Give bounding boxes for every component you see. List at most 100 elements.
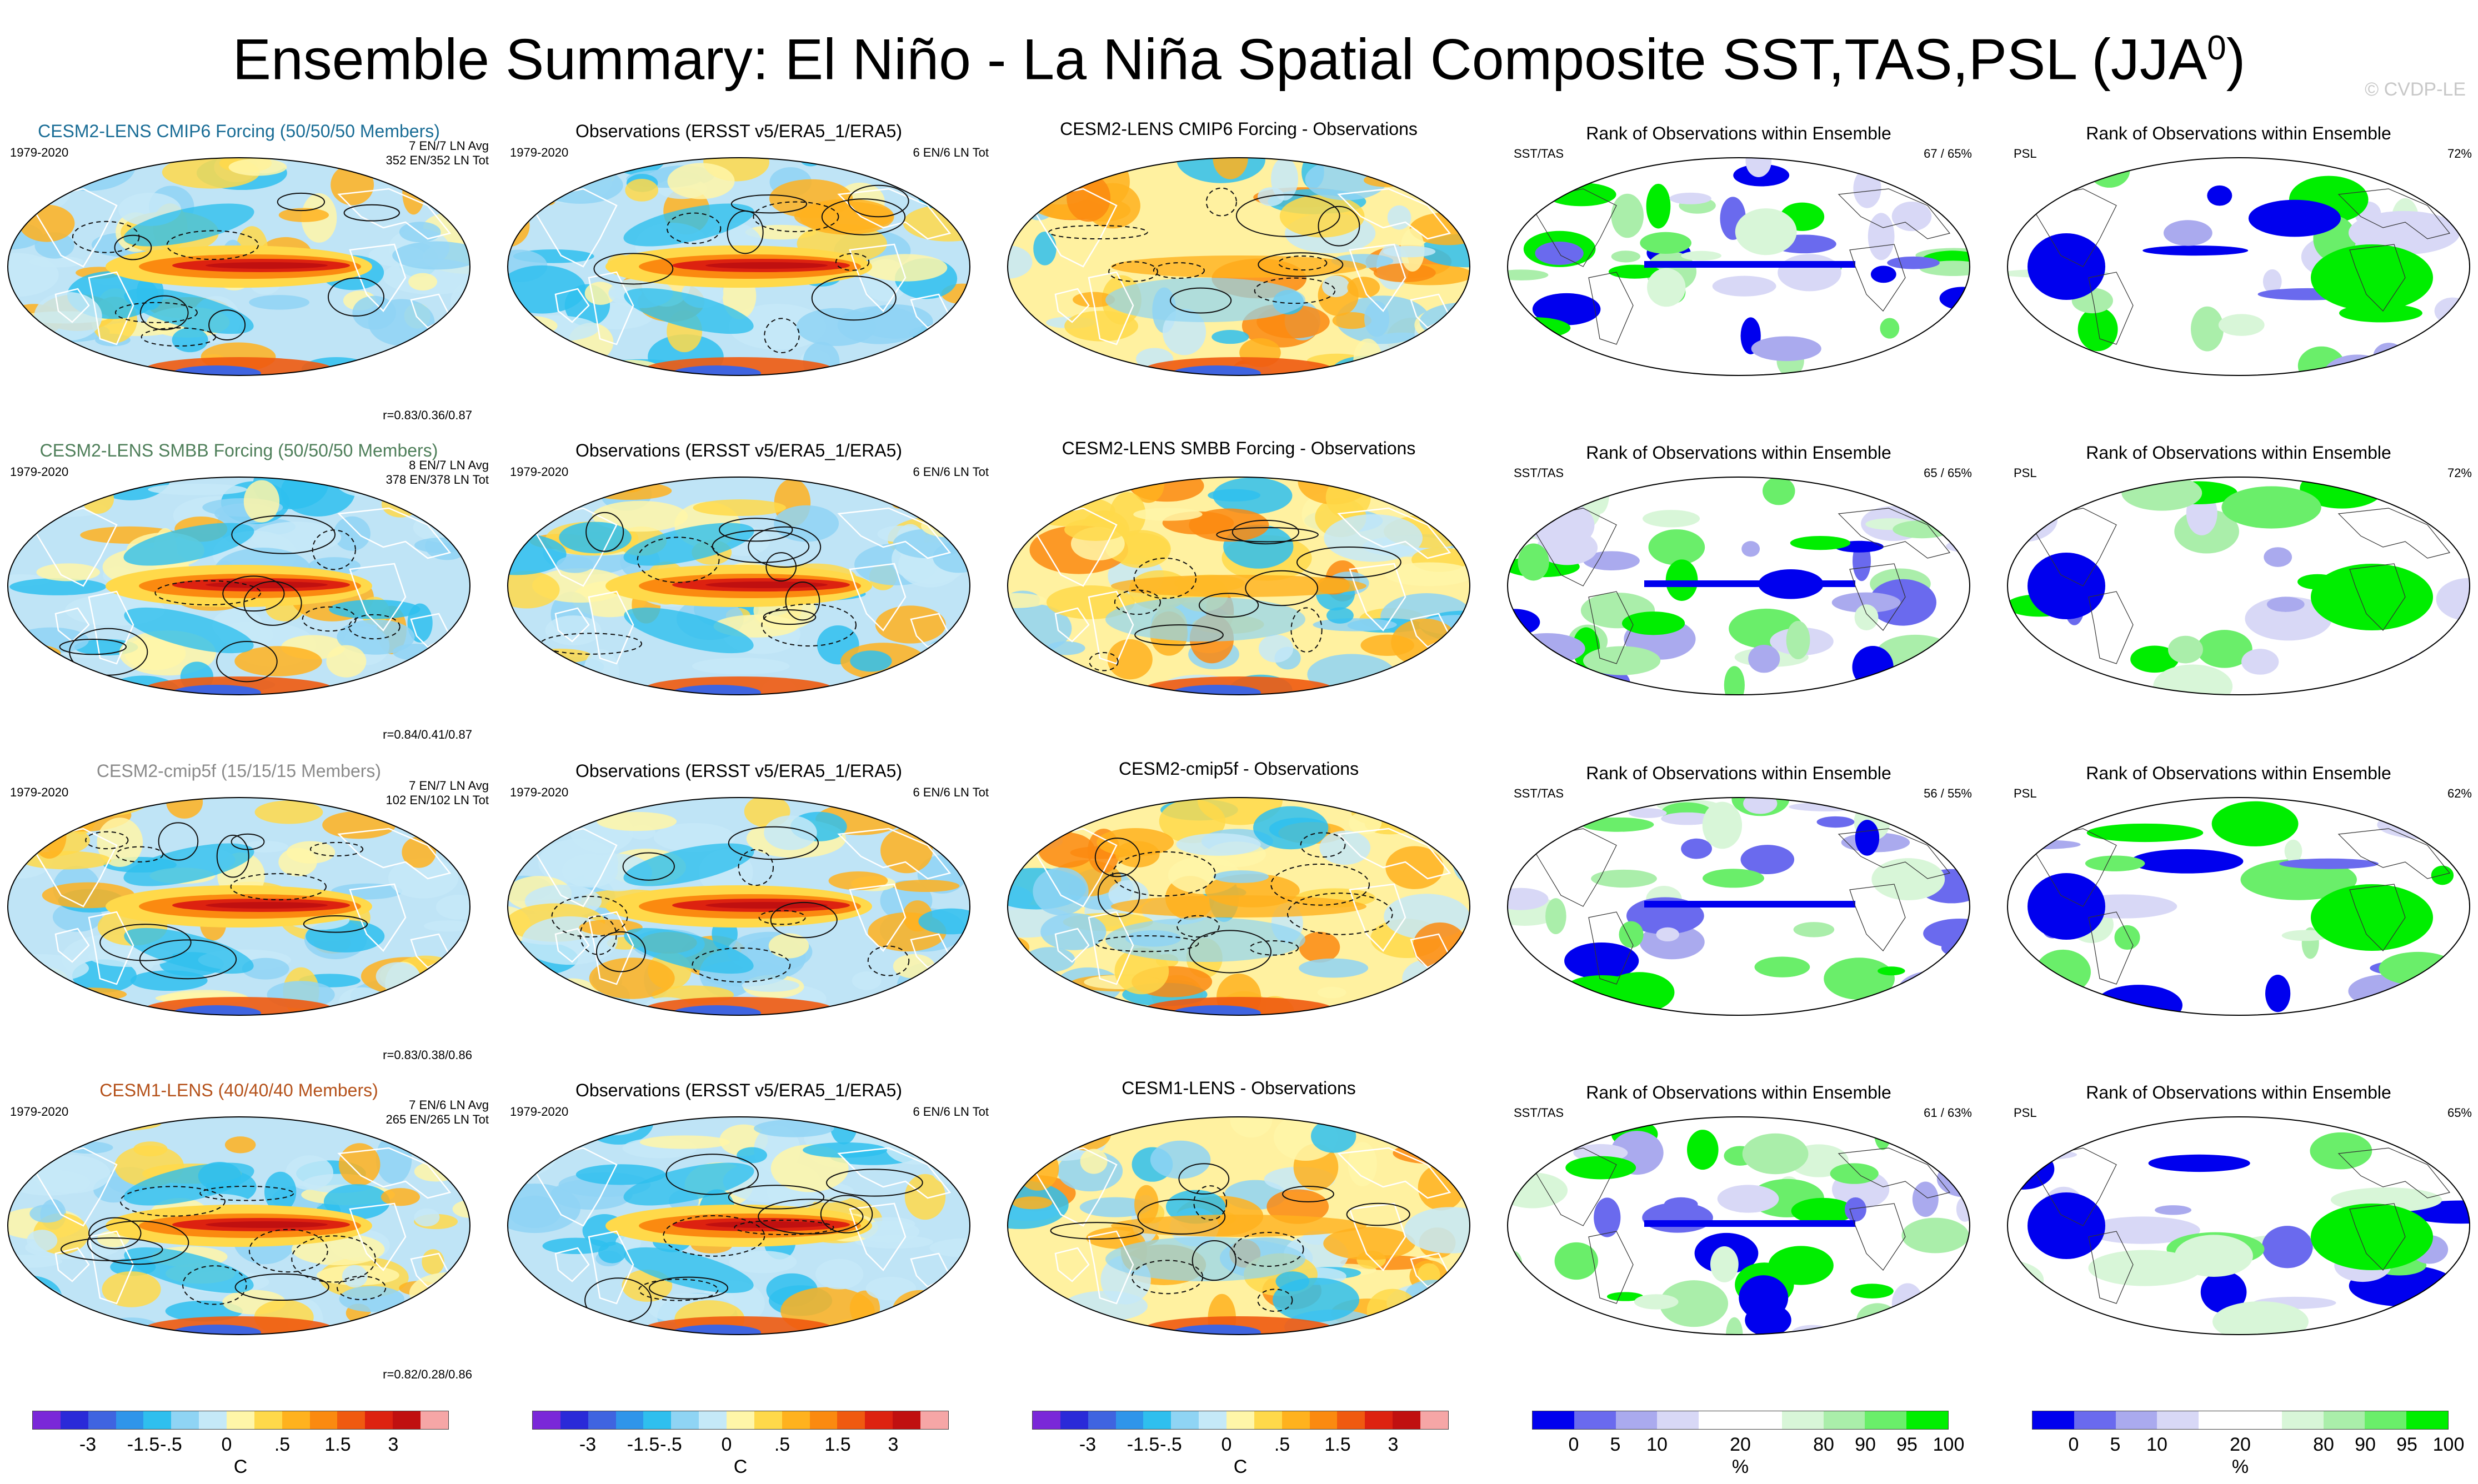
colorbar-tick-label: 3 bbox=[388, 1434, 399, 1455]
colorbar-swatch bbox=[865, 1411, 893, 1429]
rank-psl-panel-title: Rank of Observations within Ensemble bbox=[2086, 123, 2391, 143]
model-panel-title: CESM2-cmip5f (15/15/15 Members) bbox=[96, 761, 382, 781]
colorbar-swatch bbox=[2115, 1411, 2157, 1429]
colorbar-swatch bbox=[254, 1411, 282, 1429]
colorbar-tick-label: 5 bbox=[1610, 1434, 1621, 1455]
colorbar-swatch bbox=[116, 1411, 144, 1429]
colorbar-swatch bbox=[2281, 1411, 2324, 1429]
model-panel-title: CESM2-LENS CMIP6 Forcing (50/50/50 Membe… bbox=[38, 121, 440, 141]
ensemble-counts-avg: 7 EN/6 LN Avg bbox=[409, 1098, 489, 1112]
colorbar-swatch bbox=[1740, 1411, 1782, 1429]
colorbar-swatch bbox=[2033, 1411, 2074, 1429]
rank-psl-panel-title: Rank of Observations within Ensemble bbox=[2086, 763, 2391, 783]
model-map bbox=[7, 477, 470, 695]
colorbar-swatch bbox=[1393, 1411, 1421, 1429]
rank-psl-panel-title: Rank of Observations within Ensemble bbox=[2086, 1082, 2391, 1102]
rank-psl-percent: 65% bbox=[2447, 1106, 2472, 1120]
rank-percent: 56 / 55% bbox=[1924, 786, 1972, 800]
obs-panel-title: Observations (ERSST v5/ERA5_1/ERA5) bbox=[575, 440, 903, 460]
difference-panel-title: CESM2-LENS SMBB Forcing - Observations bbox=[1062, 438, 1416, 458]
obs-counts: 6 EN/6 LN Tot bbox=[913, 465, 989, 479]
colorbar-swatch bbox=[671, 1411, 699, 1429]
colorbar-swatch bbox=[393, 1411, 421, 1429]
obs-counts: 6 EN/6 LN Tot bbox=[913, 785, 989, 799]
colorbar-tick-label: -.5 bbox=[660, 1434, 682, 1455]
colorbar-tick-label: 5 bbox=[2110, 1434, 2121, 1455]
colorbar-swatch bbox=[809, 1411, 838, 1429]
period-label: 1979-2020 bbox=[10, 785, 69, 799]
colorbar-swatch bbox=[2157, 1411, 2199, 1429]
colorbar bbox=[532, 1411, 949, 1430]
period-label: 1979-2020 bbox=[10, 146, 69, 159]
obs-period-label: 1979-2020 bbox=[510, 785, 569, 799]
colorbar-swatch bbox=[588, 1411, 616, 1429]
colorbar-swatch bbox=[1365, 1411, 1393, 1429]
colorbar-swatch bbox=[1657, 1411, 1699, 1429]
colorbar-swatch bbox=[1865, 1411, 1907, 1429]
colorbar-tick-label: -3 bbox=[79, 1434, 97, 1455]
colorbar-swatch bbox=[199, 1411, 227, 1429]
diff-map bbox=[1007, 477, 1470, 695]
rank-psl-panel-title: Rank of Observations within Ensemble bbox=[2086, 443, 2391, 463]
colorbar-tick-label: -3 bbox=[1079, 1434, 1097, 1455]
colorbar-swatch bbox=[615, 1411, 644, 1429]
colorbar bbox=[32, 1411, 449, 1430]
colorbar-swatch bbox=[2240, 1411, 2282, 1429]
rank-sst-map bbox=[1507, 477, 1970, 695]
rank-variable-label: SST/TAS bbox=[1514, 1106, 1564, 1120]
colorbar-swatch bbox=[1823, 1411, 1865, 1429]
obs-panel-title: Observations (ERSST v5/ERA5_1/ERA5) bbox=[575, 761, 903, 781]
obs-map bbox=[507, 797, 970, 1016]
colorbar-tick-label: 0 bbox=[1221, 1434, 1232, 1455]
colorbar-swatch bbox=[1533, 1411, 1574, 1429]
obs-counts: 6 EN/6 LN Tot bbox=[913, 146, 989, 159]
period-label: 1979-2020 bbox=[10, 1105, 69, 1119]
colorbar-swatch bbox=[1033, 1411, 1060, 1429]
colorbar-tick-label: 3 bbox=[1388, 1434, 1399, 1455]
colorbar-tick-label: 10 bbox=[1646, 1434, 1668, 1455]
ensemble-counts-avg: 7 EN/7 LN Avg bbox=[409, 139, 489, 153]
colorbar-swatch bbox=[754, 1411, 782, 1429]
difference-panel-title: CESM2-cmip5f - Observations bbox=[1118, 759, 1359, 779]
pattern-correlation: r=0.82/0.28/0.86 bbox=[383, 1367, 472, 1381]
colorbar-tick-label: 95 bbox=[2396, 1434, 2417, 1455]
colorbar-swatch bbox=[533, 1411, 560, 1429]
model-panel-title: CESM1-LENS (40/40/40 Members) bbox=[99, 1080, 378, 1100]
page-title: Ensemble Summary: El Niño - La Niña Spat… bbox=[232, 27, 2246, 92]
ensemble-counts-avg: 7 EN/7 LN Avg bbox=[409, 779, 489, 793]
colorbar-swatch bbox=[309, 1411, 338, 1429]
obs-map bbox=[507, 157, 970, 376]
colorbar bbox=[1532, 1411, 1949, 1430]
colorbar-swatch bbox=[1088, 1411, 1116, 1429]
colorbar-swatch bbox=[420, 1411, 448, 1429]
colorbar-swatch bbox=[1171, 1411, 1199, 1429]
rank-percent: 67 / 65% bbox=[1924, 147, 1972, 161]
rank-psl-variable-label: PSL bbox=[2014, 1106, 2037, 1120]
colorbar-tick-label: 10 bbox=[2146, 1434, 2167, 1455]
colorbar-tick-label: -1.5 bbox=[1127, 1434, 1160, 1455]
colorbar-tick-label: -.5 bbox=[1160, 1434, 1182, 1455]
rank-psl-percent: 72% bbox=[2447, 466, 2472, 480]
colorbar-swatch bbox=[171, 1411, 199, 1429]
colorbar-swatch bbox=[2199, 1411, 2240, 1429]
colorbar-tick-label: -1.5 bbox=[627, 1434, 660, 1455]
ensemble-counts-total: 352 EN/352 LN Tot bbox=[386, 153, 489, 167]
colorbar-tick-label: .5 bbox=[774, 1434, 790, 1455]
difference-panel-title: CESM1-LENS - Observations bbox=[1122, 1078, 1356, 1098]
colorbar-swatch bbox=[1227, 1411, 1254, 1429]
colorbar-tick-label: 90 bbox=[2355, 1434, 2376, 1455]
colorbar bbox=[2032, 1411, 2449, 1430]
rank-panel-title: Rank of Observations within Ensemble bbox=[1586, 1082, 1891, 1102]
colorbar-swatch bbox=[365, 1411, 393, 1429]
pattern-correlation: r=0.83/0.38/0.86 bbox=[383, 1048, 472, 1062]
model-map bbox=[7, 1116, 470, 1335]
obs-period-label: 1979-2020 bbox=[510, 146, 569, 159]
rank-psl-percent: 72% bbox=[2447, 147, 2472, 161]
rank-psl-map bbox=[2007, 477, 2470, 695]
colorbar-swatch bbox=[337, 1411, 366, 1429]
colorbar-swatch bbox=[1115, 1411, 1144, 1429]
diff-map bbox=[1007, 157, 1470, 376]
colorbar-swatch bbox=[1143, 1411, 1172, 1429]
rank-psl-variable-label: PSL bbox=[2014, 786, 2037, 800]
rank-panel-title: Rank of Observations within Ensemble bbox=[1586, 443, 1891, 463]
